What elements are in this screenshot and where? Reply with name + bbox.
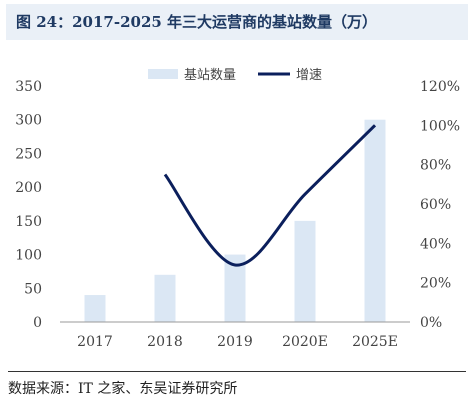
line-group (163, 124, 377, 267)
y-right-tick-label: 60% (420, 197, 451, 213)
figure-title: 图 24：2017-2025 年三大运营商的基站数量（万） (6, 4, 468, 40)
bar-2025E (364, 119, 386, 322)
chart: 基站数量 增速 2017 2018 2019 2020E 2025E 0 50 100 150 2… (15, 68, 460, 350)
y-right-tick-label: 120% (420, 79, 460, 95)
y-right-tick-label: 20% (420, 276, 451, 292)
bar-2017 (84, 295, 106, 322)
y-right-tick-label: 0% (420, 315, 442, 331)
y-left-tick-label: 50 (24, 281, 42, 297)
bar-2020E (294, 220, 316, 322)
bar-2018 (154, 274, 176, 322)
bar-2019 (224, 254, 246, 322)
legend-label-bar: 基站数量 (184, 68, 236, 83)
legend-swatch-bar (148, 69, 178, 79)
y-left-tick-label: 350 (15, 79, 42, 95)
y-right-tick-label: 40% (420, 236, 451, 252)
x-tick-labels: 2017 2018 2019 2020E 2025E (77, 334, 398, 350)
y-left-tick-label: 150 (15, 214, 42, 230)
y-left-tick-label: 300 (15, 113, 42, 129)
legend: 基站数量 增速 (148, 68, 322, 83)
y-left-tick-labels: 0 50 100 150 200 250 300 350 (15, 79, 42, 331)
growth-rate-line (163, 124, 377, 267)
y-left-tick-label: 250 (15, 146, 42, 162)
x-tick-label: 2018 (147, 334, 183, 350)
x-tick-label: 2017 (77, 334, 113, 350)
legend-label-line: 增速 (296, 68, 322, 83)
y-left-tick-label: 200 (15, 180, 42, 196)
source-note: 数据来源：IT 之家、东吴证券研究所 (8, 371, 466, 398)
x-tick-label: 2025E (352, 334, 398, 350)
y-right-tick-label: 80% (420, 158, 451, 174)
y-right-tick-labels: 0% 20% 40% 60% 80% 100% 120% (420, 79, 460, 331)
x-tick-label: 2020E (282, 334, 328, 350)
y-right-tick-label: 100% (420, 118, 460, 134)
x-tick-label: 2019 (217, 334, 253, 350)
y-left-tick-label: 0 (33, 315, 42, 331)
y-left-tick-label: 100 (15, 248, 42, 264)
bars-group (84, 119, 386, 322)
